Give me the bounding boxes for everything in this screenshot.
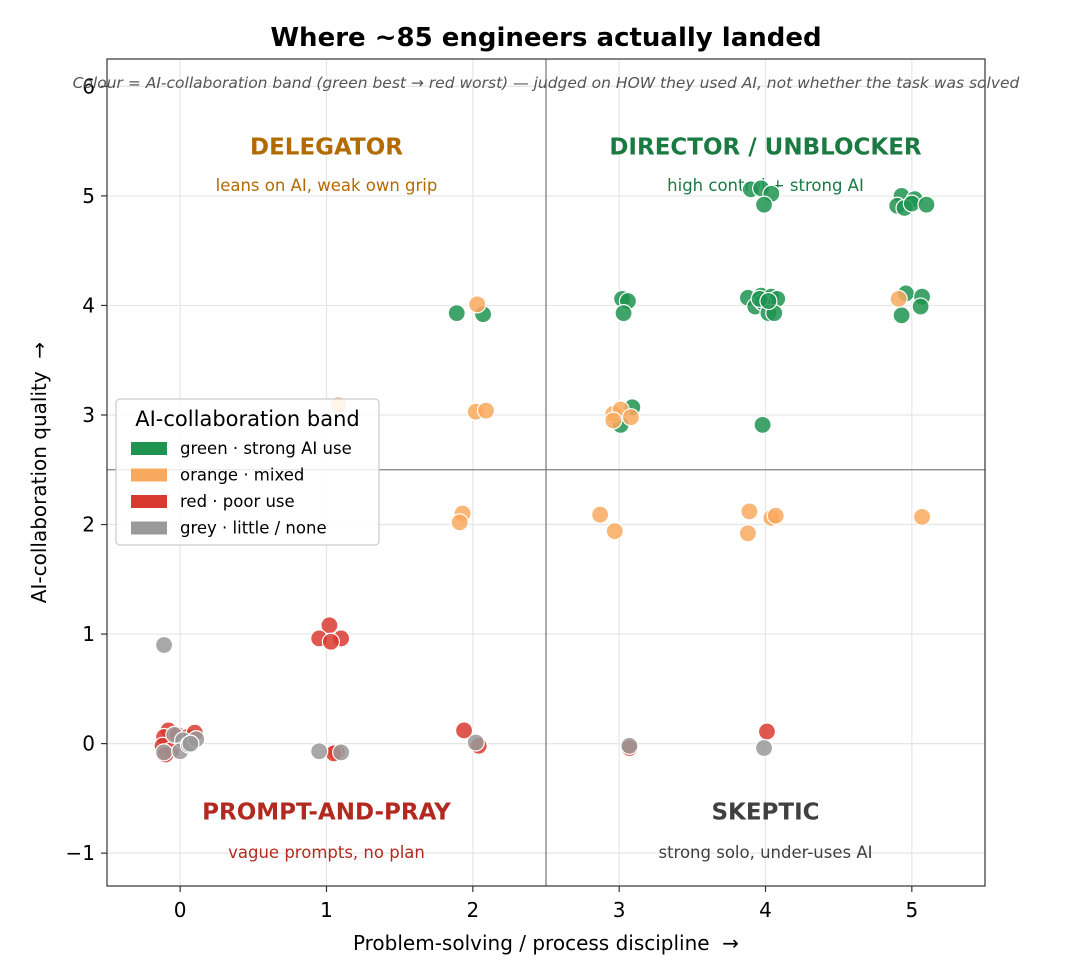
x-tick-label: 1 xyxy=(320,898,333,922)
plot-frame xyxy=(106,58,986,887)
y-tick-label: 1 xyxy=(82,622,95,646)
chart-title: Where ~85 engineers actually landed xyxy=(270,23,821,53)
quadrant-subtitle-skeptic: strong solo, under-uses AI xyxy=(658,843,872,862)
y-tick-label: 4 xyxy=(82,293,95,317)
y-tick-label: 3 xyxy=(82,403,95,427)
point-orange xyxy=(591,505,610,524)
point-grey xyxy=(620,736,639,755)
quadrant-subtitle-delegator: leans on AI, weak own grip xyxy=(216,176,438,195)
point-green xyxy=(892,306,911,325)
point-grey xyxy=(181,734,200,753)
point-grey xyxy=(754,738,774,758)
legend-box xyxy=(115,398,380,546)
point-orange xyxy=(605,522,624,541)
quadrant-labels: DELEGATOR leans on AI, weak own grip DIREC… xyxy=(202,135,922,862)
y-tick-label: 6 xyxy=(82,74,95,98)
point-orange xyxy=(740,502,759,521)
legend-label-orange: orange · mixed xyxy=(180,466,304,485)
y-axis-label: AI-collaboration quality → xyxy=(27,342,51,603)
quadrant-title-delegator: DELEGATOR xyxy=(250,135,403,161)
legend-swatch-red xyxy=(131,495,167,508)
point-grey xyxy=(154,635,174,655)
quadrant-title-director: DIRECTOR / UNBLOCKER xyxy=(609,135,922,161)
point-orange xyxy=(450,513,469,532)
point-orange xyxy=(766,506,785,525)
point-grey xyxy=(332,743,351,762)
point-green xyxy=(911,297,930,316)
legend-label-green: green · strong AI use xyxy=(180,439,352,458)
axis-ticks: 0 1 2 3 4 5 −1 0 1 2 3 4 5 6 xyxy=(66,74,919,922)
point-grey xyxy=(310,742,329,761)
point-green xyxy=(759,291,778,311)
quadrant-subtitle-prompt-and-pray: vague prompts, no plan xyxy=(228,843,425,862)
point-orange xyxy=(621,408,640,427)
point-green xyxy=(614,304,633,323)
y-tick-label: −1 xyxy=(66,841,95,865)
point-grey xyxy=(154,743,174,762)
legend-label-grey: grey · little / none xyxy=(180,519,327,538)
point-orange xyxy=(604,411,623,430)
point-red xyxy=(757,722,777,741)
point-orange xyxy=(738,524,758,543)
legend-swatch-green xyxy=(131,442,167,455)
point-green xyxy=(917,195,936,214)
y-tick-label: 5 xyxy=(82,184,95,208)
point-orange xyxy=(889,289,908,308)
legend-title: AI-collaboration band xyxy=(135,407,360,431)
x-axis-label: Problem-solving / process discipline → xyxy=(353,931,739,955)
legend-swatch-orange xyxy=(131,468,167,482)
point-orange xyxy=(476,401,496,420)
x-tick-label: 4 xyxy=(759,898,772,922)
x-tick-label: 5 xyxy=(905,898,918,922)
point-orange xyxy=(468,295,487,314)
point-green xyxy=(447,304,466,323)
legend: AI-collaboration band green · strong AI … xyxy=(115,398,380,546)
point-grey xyxy=(466,733,485,752)
point-green xyxy=(754,195,774,214)
x-tick-label: 0 xyxy=(174,898,187,922)
point-red xyxy=(321,632,340,651)
quadrant-title-prompt-and-pray: PROMPT-AND-PRAY xyxy=(202,800,451,826)
x-tick-label: 3 xyxy=(613,898,626,922)
y-tick-label: 0 xyxy=(82,732,95,756)
point-green xyxy=(753,415,772,434)
legend-label-red: red · poor use xyxy=(180,492,295,511)
chart-subtitle: Colour = AI-collaboration band (green be… xyxy=(73,74,1020,92)
quadrant-title-skeptic: SKEPTIC xyxy=(711,800,819,826)
x-tick-label: 2 xyxy=(466,898,479,922)
y-tick-label: 2 xyxy=(82,513,95,537)
point-orange xyxy=(912,507,932,526)
legend-swatch-grey xyxy=(131,521,167,535)
point-red xyxy=(454,721,474,740)
